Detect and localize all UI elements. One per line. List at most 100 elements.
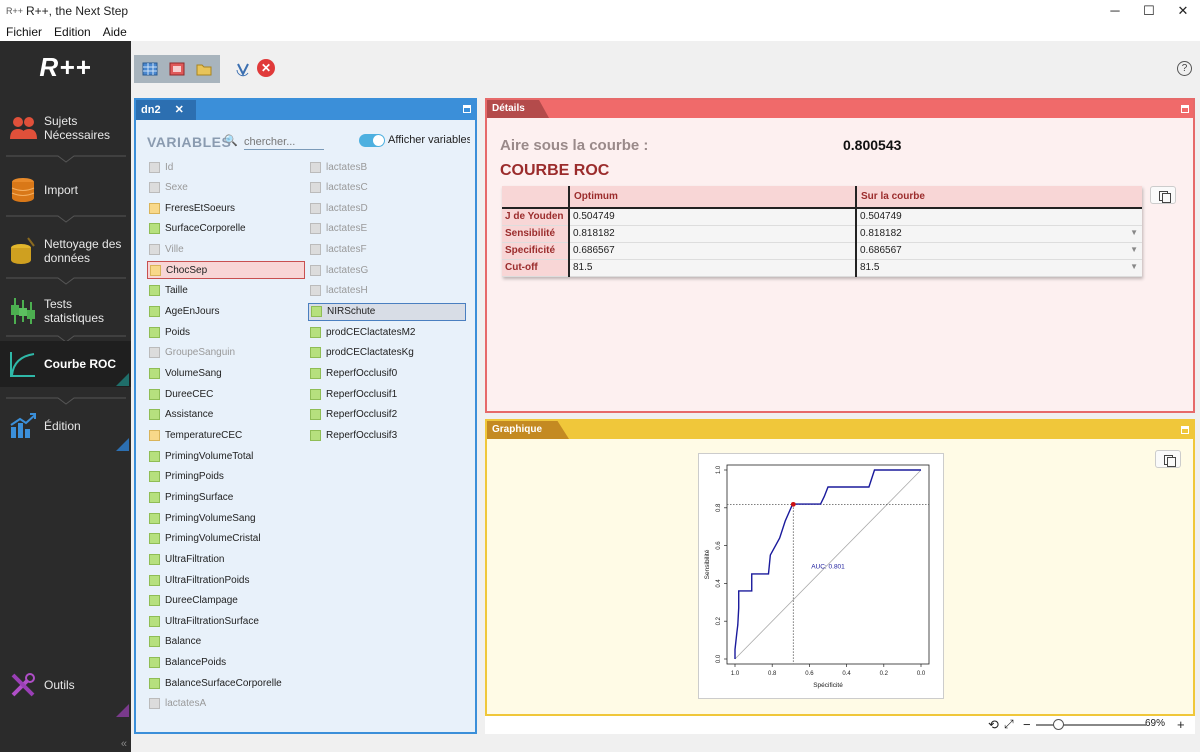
variable-label: UltraFiltration	[165, 553, 225, 565]
tab-graphique[interactable]: Graphique	[487, 421, 569, 439]
variable-item[interactable]: BalancePoids	[147, 654, 305, 672]
variable-item[interactable]: BalanceSurfaceCorporelle	[147, 674, 305, 692]
app-icon: R++	[6, 6, 24, 16]
variable-item[interactable]: Ville	[147, 241, 305, 259]
variable-item[interactable]: lactatesG	[308, 261, 466, 279]
maximize-panel-icon[interactable]	[463, 105, 471, 113]
variable-item[interactable]: lactatesC	[308, 179, 466, 197]
variable-item[interactable]: Taille	[147, 282, 305, 300]
variable-item[interactable]: prodCEClactatesKg	[308, 344, 466, 362]
variable-type-indicator	[149, 368, 160, 379]
menu-fichier[interactable]: Fichier	[6, 24, 43, 39]
variable-item[interactable]: prodCEClactatesM2	[308, 323, 466, 341]
zoom-out-icon[interactable]: −	[1023, 717, 1031, 732]
sidebar-item-sujets[interactable]: Sujets Nécessaires	[0, 99, 131, 157]
maximize-panel-icon[interactable]	[1181, 426, 1189, 434]
chevron-down-icon[interactable]: ▼	[1130, 245, 1138, 254]
variable-item[interactable]: lactatesD	[308, 199, 466, 217]
fit-to-screen-icon[interactable]: ⤢	[1004, 717, 1014, 731]
folder-icon[interactable]	[196, 61, 212, 77]
curve-cell[interactable]: 81.5 ▼	[856, 259, 1142, 277]
variable-item[interactable]: PrimingVolumeSang	[147, 509, 305, 527]
x-tick-label: 0.2	[880, 671, 889, 677]
variable-item[interactable]: Assistance	[147, 406, 305, 424]
variable-item[interactable]: lactatesF	[308, 241, 466, 259]
tab-dn2[interactable]: dn2 ✕	[136, 100, 196, 120]
variable-item[interactable]: VolumeSang	[147, 365, 305, 383]
zoom-slider-handle[interactable]	[1053, 719, 1064, 730]
variable-item[interactable]: ReperfOcclusif2	[308, 406, 466, 424]
variable-type-indicator	[149, 553, 160, 565]
variable-item[interactable]: lactatesE	[308, 220, 466, 238]
variable-item[interactable]: ReperfOcclusif1	[308, 385, 466, 403]
sidebar-separator	[6, 215, 126, 223]
chevron-down-icon[interactable]: ▼	[1130, 262, 1138, 271]
tab-details[interactable]: Détails	[487, 100, 549, 118]
variable-item[interactable]: Balance	[147, 633, 305, 651]
variable-type-indicator	[149, 244, 160, 256]
variable-item[interactable]: PrimingVolumeTotal	[147, 447, 305, 465]
sidebar-item-courbe-roc[interactable]: Courbe ROC	[0, 341, 131, 387]
search-input[interactable]	[244, 134, 324, 150]
data-editor-icon[interactable]	[169, 61, 185, 77]
variable-item[interactable]: Sexe	[147, 179, 305, 197]
reset-zoom-icon[interactable]: ⟲	[988, 717, 999, 732]
sidebar-item-tests[interactable]: Tests statistiques	[0, 285, 131, 337]
reset-variables-icon[interactable]	[235, 61, 251, 77]
zoom-in-icon[interactable]: +	[1177, 717, 1185, 732]
variable-item[interactable]: UltraFiltrationSurface	[147, 612, 305, 630]
sidebar-item-edition[interactable]: Édition	[0, 403, 131, 451]
curve-cell[interactable]: 0.686567 ▼	[856, 242, 1142, 260]
copy-table-button[interactable]	[1150, 186, 1176, 204]
variable-item[interactable]: PrimingSurface	[147, 488, 305, 506]
variable-item[interactable]: UltraFiltration	[147, 550, 305, 568]
variable-item[interactable]: DureeClampage	[147, 592, 305, 610]
minimize-button[interactable]: ─	[1110, 3, 1120, 18]
variable-item[interactable]: ReperfOcclusif0	[308, 365, 466, 383]
variable-item[interactable]: lactatesH	[308, 282, 466, 300]
variable-item[interactable]: ReperfOcclusif3	[308, 426, 466, 444]
maximize-panel-icon[interactable]	[1181, 105, 1189, 113]
collapse-sidebar-button[interactable]: «	[120, 738, 127, 750]
variable-item[interactable]: PrimingVolumeCristal	[147, 530, 305, 548]
variable-item[interactable]: NIRSchute	[308, 302, 466, 321]
maximize-button[interactable]: ☐	[1143, 3, 1155, 18]
copy-graph-button[interactable]	[1155, 450, 1181, 468]
sidebar-item-nettoyage[interactable]: Nettoyage des données	[0, 221, 131, 281]
optimum-cell: 0.818182	[568, 225, 857, 243]
menu-edition[interactable]: Edition	[54, 24, 91, 39]
roc-curve-icon	[10, 352, 35, 377]
variable-type-indicator	[149, 636, 160, 648]
menu-aide[interactable]: Aide	[102, 24, 127, 39]
variable-item[interactable]: ChocSep	[147, 261, 305, 280]
app-logo: R++	[39, 51, 92, 82]
variable-item[interactable]: lactatesA	[147, 695, 305, 713]
variable-item[interactable]: AgeEnJours	[147, 303, 305, 321]
zoom-slider[interactable]	[1036, 724, 1146, 726]
sidebar-item-outils[interactable]: Outils	[0, 665, 131, 717]
close-dataset-button[interactable]: ✕	[257, 59, 275, 77]
table-view-icon[interactable]	[142, 61, 158, 77]
variable-item[interactable]: DureeCEC	[147, 385, 305, 403]
variable-item[interactable]: UltraFiltrationPoids	[147, 571, 305, 589]
chevron-down-icon[interactable]: ▼	[1130, 228, 1138, 237]
variable-type-indicator	[310, 368, 321, 379]
variable-item[interactable]: Poids	[147, 323, 305, 341]
variable-item[interactable]: GroupeSanguin	[147, 344, 305, 362]
curve-cell-value: 0.686567	[860, 245, 902, 256]
variable-item[interactable]: Id	[147, 158, 305, 176]
variable-type-indicator	[149, 429, 160, 441]
tools-icon	[11, 673, 35, 697]
variable-item[interactable]: FreresEtSoeurs	[147, 199, 305, 217]
close-window-button[interactable]: ✕	[1177, 3, 1189, 18]
close-tab-icon[interactable]: ✕	[174, 104, 184, 116]
y-tick-label: 1.0	[716, 465, 722, 474]
sidebar-item-import[interactable]: Import	[0, 163, 131, 217]
curve-cell[interactable]: 0.818182 ▼	[856, 225, 1142, 243]
variable-item[interactable]: PrimingPoids	[147, 468, 305, 486]
help-button[interactable]: ?	[1177, 61, 1192, 76]
variable-item[interactable]: TemperatureCEC	[147, 426, 305, 444]
variable-item[interactable]: lactatesB	[308, 158, 466, 176]
show-variables-toggle[interactable]	[359, 134, 385, 147]
variable-item[interactable]: SurfaceCorporelle	[147, 220, 305, 238]
